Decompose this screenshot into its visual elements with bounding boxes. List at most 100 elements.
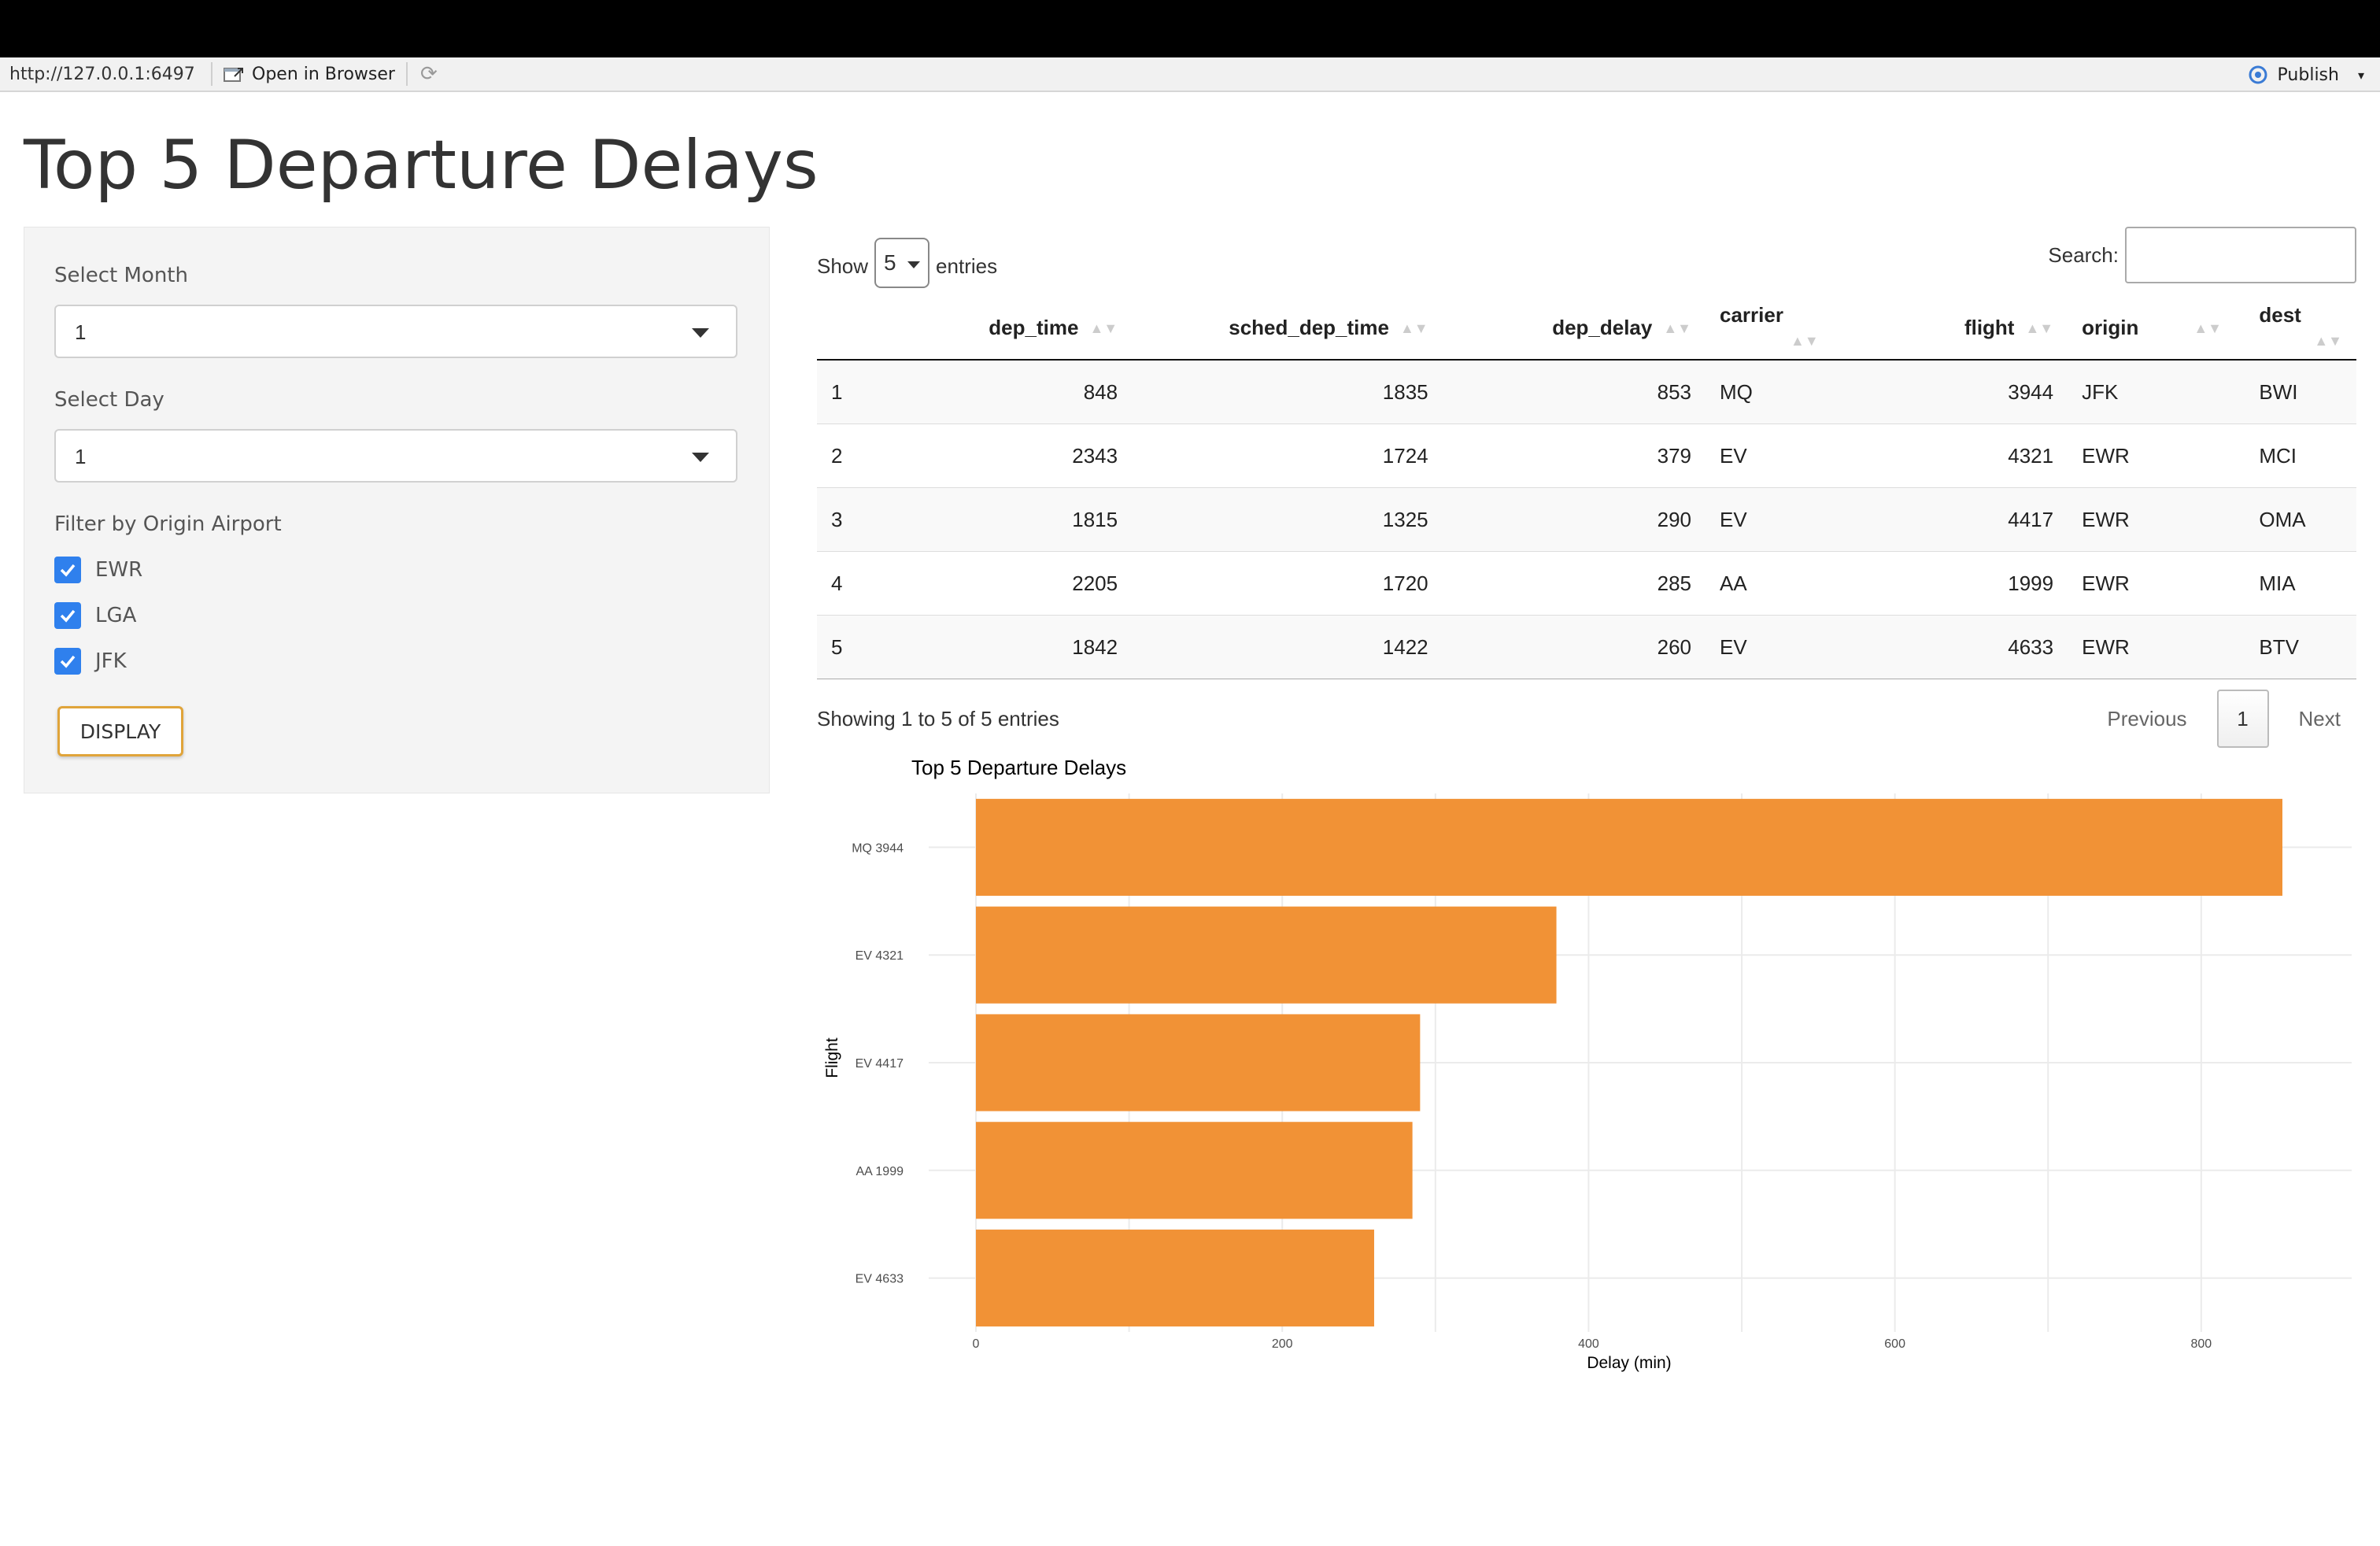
table-cell: 4321 [1890, 423, 2068, 488]
open-window-icon [224, 67, 243, 82]
chevron-down-icon[interactable]: ▾ [2357, 67, 2364, 83]
column-header-flight[interactable]: flight ▲▼ [1890, 296, 2068, 361]
table-cell: 1842 [946, 615, 1133, 679]
column-header-index[interactable] [817, 296, 947, 361]
table-cell: OMA [2245, 487, 2356, 552]
column-header-sched-dep-time[interactable]: sched_dep_time ▲▼ [1132, 296, 1443, 361]
table-cell: 290 [1442, 487, 1706, 552]
column-header-carrier[interactable]: carrier▲▼ [1706, 296, 1891, 361]
search-input[interactable] [2125, 227, 2356, 283]
origin-checkbox-ewr[interactable]: EWR [54, 557, 142, 583]
chart-y-tick-label: EV 4417 [856, 1057, 904, 1071]
table-info: Showing 1 to 5 of 5 entries [817, 707, 1059, 730]
toolbar-divider [406, 62, 408, 86]
table-cell: 3944 [1890, 359, 2068, 424]
day-label: Select Day [54, 388, 164, 412]
sort-icon: ▲▼ [2314, 332, 2342, 349]
pagination: Previous 1 Next [2101, 690, 2356, 748]
chart-y-tick-label: AA 1999 [856, 1165, 904, 1178]
sort-icon: ▲▼ [1089, 320, 1118, 337]
table-row: 5 1842 1422 260 EV 4633 EWR BTV [817, 615, 2356, 679]
table-cell: 853 [1442, 359, 1706, 424]
toolbar-divider [211, 62, 213, 86]
table-cell: JFK [2068, 359, 2245, 424]
column-header-dest[interactable]: dest▲▼ [2245, 296, 2356, 361]
table-row: 3 1815 1325 290 EV 4417 EWR OMA [817, 487, 2356, 552]
table-cell: EV [1706, 487, 1891, 552]
table-cell: EV [1706, 615, 1891, 679]
chart-x-tick-label: 800 [2191, 1337, 2212, 1351]
day-select[interactable]: 1 [54, 429, 737, 483]
table-cell: MIA [2245, 551, 2356, 616]
table-cell: BTV [2245, 615, 2356, 679]
checkbox-checked-icon[interactable] [54, 648, 81, 675]
chart-x-axis-label: Delay (min) [1587, 1354, 1671, 1372]
chart-bar [976, 1122, 1413, 1219]
table-cell: 5 [817, 615, 947, 679]
table-cell: AA [1706, 551, 1891, 616]
table-cell: EWR [2068, 551, 2245, 616]
publish-button[interactable]: Publish ▾ [2246, 65, 2364, 85]
table-search: Search: [2048, 227, 2356, 283]
table-cell: 3 [817, 487, 947, 552]
page-button-current[interactable]: 1 [2216, 690, 2269, 748]
chart-y-tick-labels: MQ 3944 EV 4321 EV 4417 AA 1999 EV 4633 [852, 841, 904, 1285]
chevron-down-icon [692, 328, 709, 338]
sort-icon: ▲▼ [1399, 320, 1428, 337]
next-page-button[interactable]: Next [2298, 706, 2341, 730]
previous-page-button[interactable]: Previous [2107, 706, 2187, 730]
checkbox-checked-icon[interactable] [54, 557, 81, 583]
table-cell: EWR [2068, 615, 2245, 679]
show-label: Show [817, 253, 869, 278]
table-controls: Show 5 entries Search: [817, 227, 2356, 290]
chart-x-tick-label: 600 [1884, 1337, 1905, 1351]
chart-bars [976, 798, 2282, 1327]
table-cell: 1835 [1132, 359, 1443, 424]
month-label: Select Month [54, 264, 188, 287]
table-cell: 1724 [1132, 423, 1443, 488]
table-row: 2 2343 1724 379 EV 4321 EWR MCI [817, 423, 2356, 488]
column-header-dep-time[interactable]: dep_time ▲▼ [946, 296, 1133, 361]
table-cell: 379 [1442, 423, 1706, 488]
origin-checkbox-label: EWR [95, 558, 143, 582]
entries-length-control: Show 5 entries [817, 238, 997, 288]
table-footer: Showing 1 to 5 of 5 entries Previous 1 N… [817, 690, 2356, 753]
page-title: Top 5 Departure Delays [24, 126, 819, 205]
origin-checkbox-jfk[interactable]: JFK [54, 648, 127, 675]
chart-x-tick-label: 0 [973, 1337, 980, 1351]
table-cell: 1815 [946, 487, 1133, 552]
table-cell: 1999 [1890, 551, 2068, 616]
table-header-row: dep_time ▲▼ sched_dep_time ▲▼ dep_delay ▲▼ … [817, 296, 2356, 361]
table-cell: 4633 [1890, 615, 2068, 679]
entries-length-value: 5 [884, 250, 896, 275]
sort-icon: ▲▼ [2193, 320, 2222, 337]
column-header-origin[interactable]: origin ▲▼ [2068, 296, 2245, 361]
chart-bar [976, 1230, 1374, 1327]
origin-checkbox-label: LGA [95, 604, 137, 627]
publish-icon [2249, 65, 2267, 84]
open-in-browser-button[interactable]: Open in Browser [224, 65, 395, 84]
origin-checkbox-lga[interactable]: LGA [54, 602, 136, 629]
table-cell: EWR [2068, 423, 2245, 488]
table-row: 1 848 1835 853 MQ 3944 JFK BWI [817, 359, 2356, 424]
search-label: Search: [2048, 242, 2119, 267]
table-cell: 1325 [1132, 487, 1443, 552]
table-cell: 1422 [1132, 615, 1443, 679]
display-button[interactable]: DISPLAY [57, 706, 183, 756]
entries-length-select[interactable]: 5 [874, 238, 930, 288]
table-cell: 1720 [1132, 551, 1443, 616]
window-top-bar [0, 0, 2380, 57]
chart-bar [976, 798, 2282, 896]
checkbox-checked-icon[interactable] [54, 602, 81, 629]
delay-bar-chart: Top 5 Departure Delays MQ 3944 EV 4321 EV … [823, 756, 2352, 1372]
table-cell: 2343 [946, 423, 1133, 488]
column-header-dep-delay[interactable]: dep_delay ▲▼ [1442, 296, 1706, 361]
table-cell: 1 [817, 359, 947, 424]
table-cell: BWI [2245, 359, 2356, 424]
month-select[interactable]: 1 [54, 305, 737, 358]
month-value: 1 [75, 320, 87, 344]
table-cell: MCI [2245, 423, 2356, 488]
sort-icon: ▲▼ [2025, 320, 2054, 337]
chart-y-tick-label: EV 4633 [856, 1273, 904, 1286]
refresh-icon[interactable]: ⟳ [420, 62, 438, 86]
